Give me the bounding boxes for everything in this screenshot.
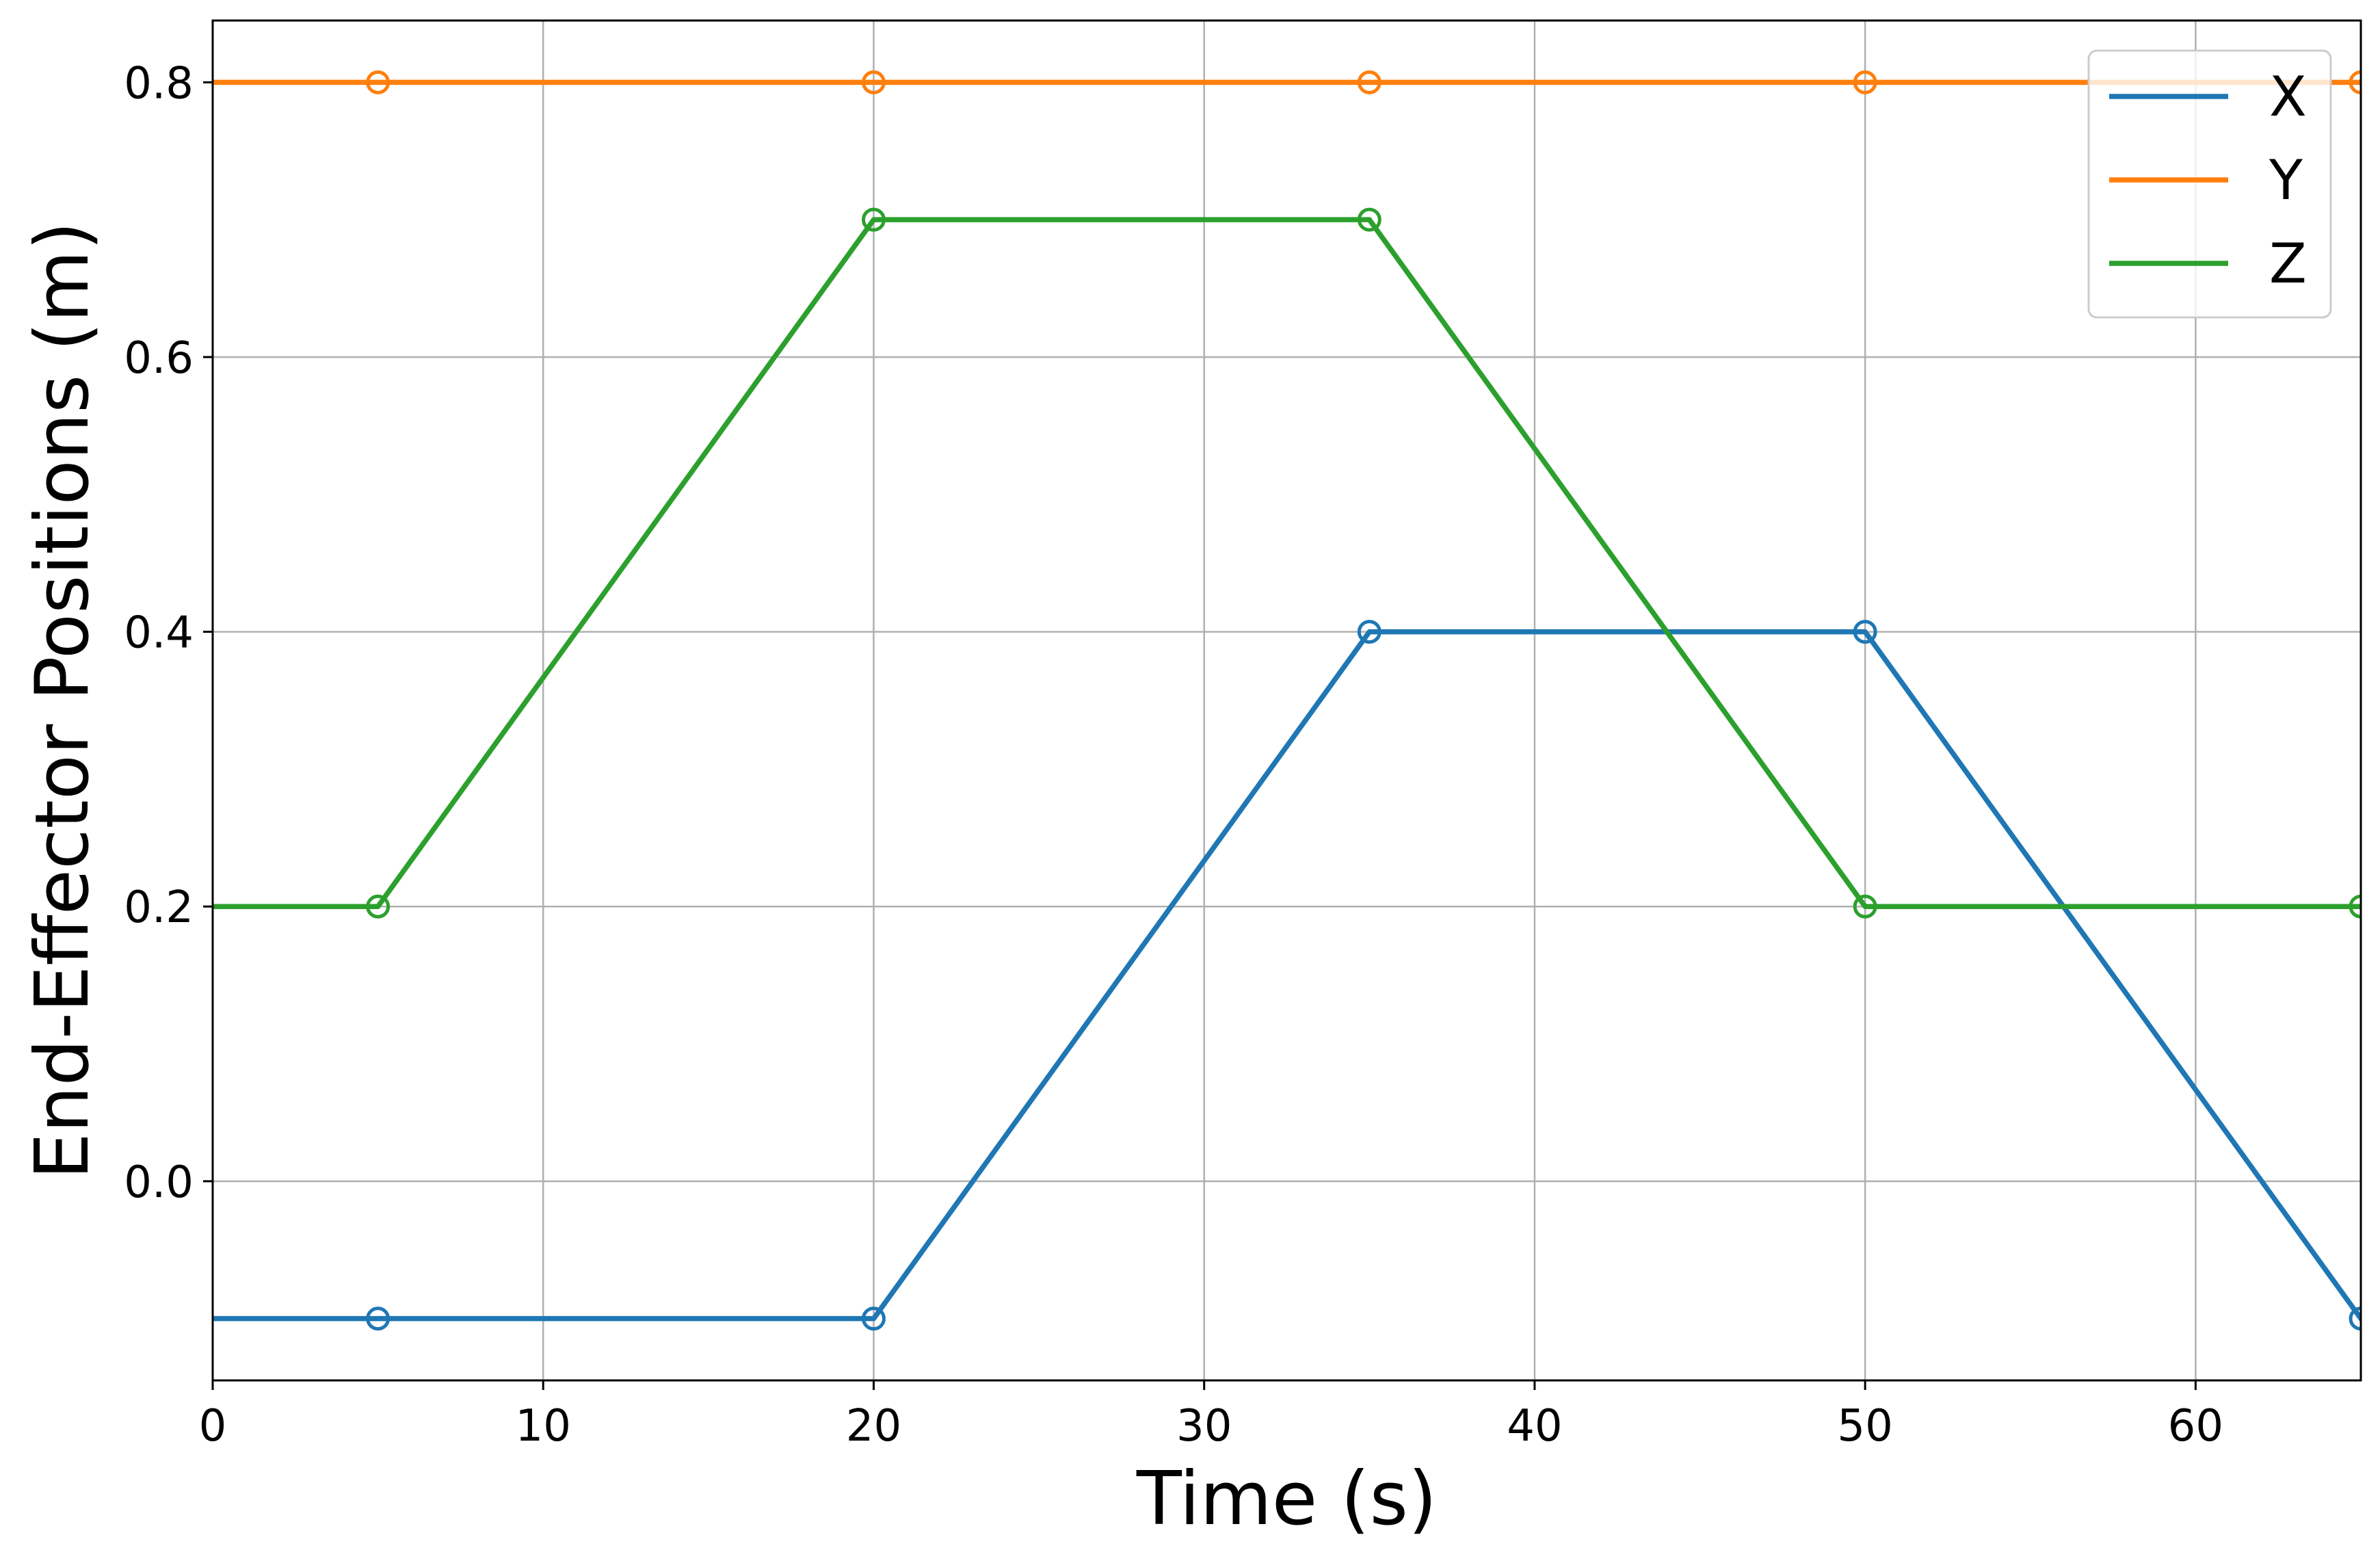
x-tick-label: 50 [1837, 1401, 1892, 1452]
axis-ticks: 0 10 20 30 40 50 60 0.0 0.2 0.4 0.6 0.8 [124, 58, 2223, 1452]
series-x [213, 620, 2361, 1331]
plot-frame [211, 19, 2362, 1382]
y-tick-label: 0.2 [124, 882, 194, 933]
x-tick-label: 60 [2168, 1401, 2223, 1452]
data-point-z [1357, 207, 1381, 232]
y-tick-label: 0.6 [124, 333, 194, 384]
x-tick-label: 10 [516, 1401, 571, 1452]
data-point-y [1853, 70, 1877, 94]
data-point-y [366, 70, 391, 94]
legend-label-y: Y [2269, 148, 2303, 212]
legend: XYZ [2087, 49, 2332, 319]
series-group [213, 70, 2361, 1331]
x-tick-label: 0 [199, 1401, 227, 1452]
x-tick-label: 40 [1507, 1401, 1562, 1452]
series-y [213, 70, 2361, 94]
data-point-z [366, 894, 391, 919]
data-point-x [1853, 620, 1877, 644]
data-point-y [1357, 70, 1381, 94]
series-line-z [213, 217, 2361, 909]
legend-box [2087, 49, 2332, 319]
y-axis-title: End-Effector Positions (m) [20, 222, 105, 1179]
y-tick-label: 0.8 [124, 58, 194, 109]
data-point-x [1357, 620, 1381, 644]
x-tick-label: 20 [846, 1401, 901, 1452]
data-point-x [2349, 1307, 2361, 1331]
series-z [213, 207, 2361, 919]
data-point-z [2349, 894, 2361, 919]
data-point-z [1853, 894, 1877, 919]
series-line-x [213, 629, 2361, 1322]
y-tick-label: 0.0 [124, 1157, 194, 1208]
data-point-z [861, 207, 886, 232]
legend-label-x: X [2269, 65, 2307, 129]
data-point-y [2349, 70, 2361, 94]
legend-label-z: Z [2269, 232, 2307, 296]
x-axis-title: Time (s) [1136, 1456, 1437, 1542]
x-tick-label: 30 [1176, 1401, 1232, 1452]
y-tick-label: 0.4 [124, 608, 194, 659]
data-point-x [366, 1307, 391, 1331]
data-point-y [861, 70, 886, 94]
data-point-x [861, 1307, 886, 1331]
